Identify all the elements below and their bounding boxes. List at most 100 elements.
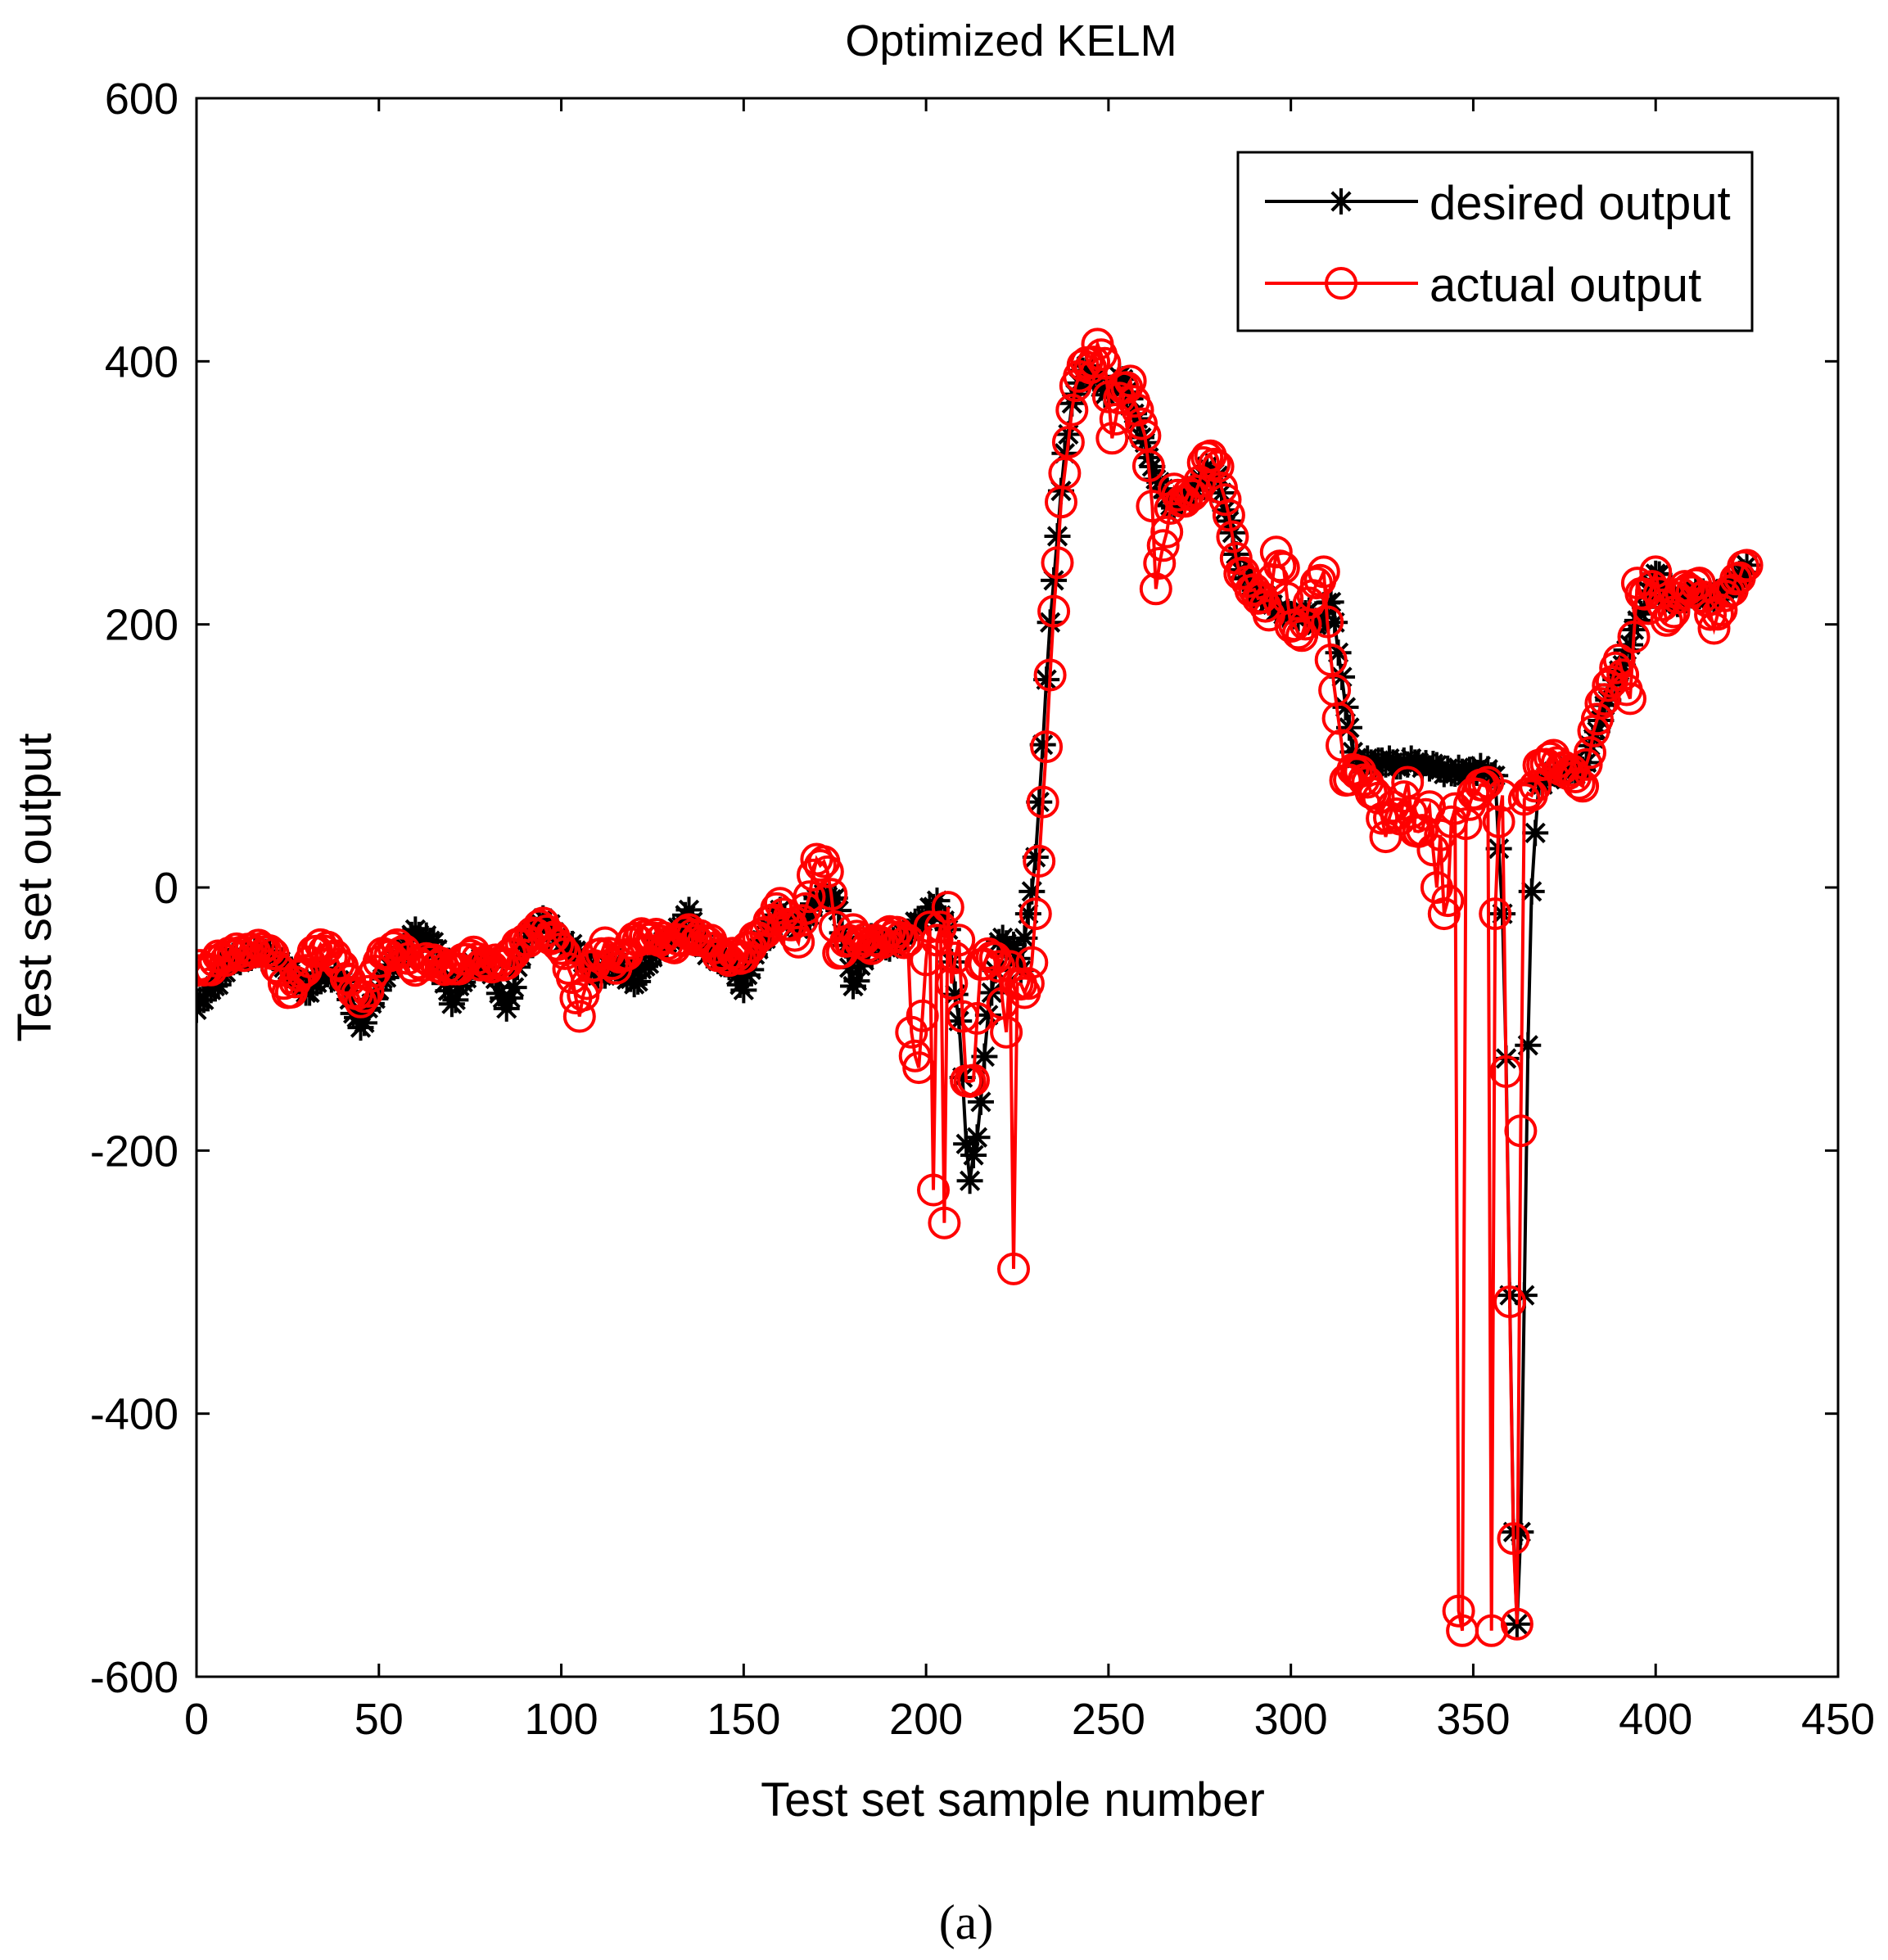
desired-output-point: [1617, 631, 1644, 658]
desired-output-point: [1000, 931, 1028, 958]
series-layer: [196, 327, 1764, 1647]
actual-output-point: [1639, 555, 1673, 589]
actual-output-point: [1026, 785, 1059, 819]
x-tick-label: 450: [1801, 1695, 1875, 1744]
desired-output-point: [205, 971, 232, 998]
actual-output-point: [570, 967, 603, 1000]
desired-output-point: [1583, 718, 1610, 745]
actual-output-point: [1574, 736, 1606, 770]
actual-output-point: [1307, 555, 1340, 589]
actual-output-point: [1146, 529, 1180, 562]
desired-output-point: [1066, 369, 1093, 396]
actual-output-point: [1406, 814, 1439, 847]
desired-output-point: [1011, 924, 1038, 951]
desired-output-point: [1325, 639, 1352, 666]
desired-output-point: [924, 887, 951, 915]
x-axis-label: Test set sample number: [761, 1773, 1265, 1827]
actual-output-point: [935, 967, 969, 1000]
desired-output-point: [1019, 878, 1046, 905]
actual-output-point: [793, 880, 826, 914]
legend-label-actual: actual output: [1430, 259, 1701, 312]
actual-output-point: [1500, 1607, 1533, 1641]
desired-output-point: [196, 987, 217, 1014]
desired-output-point: [1014, 901, 1041, 928]
legend-box: [1236, 151, 1754, 332]
actual-output-point: [1030, 730, 1064, 764]
desired-output-point: [1029, 731, 1056, 758]
actual-output-point: [917, 1173, 950, 1207]
actual-output-point: [1015, 946, 1049, 979]
actual-output-point: [1186, 446, 1220, 479]
desired-output-point: [350, 1009, 377, 1036]
actual-output-point: [1588, 683, 1621, 716]
actual-output-point: [1088, 346, 1122, 380]
desired-output-point: [497, 984, 524, 1011]
actual-output-point: [1606, 658, 1640, 692]
actual-output-point: [815, 878, 848, 911]
desired-output-point: [1139, 453, 1166, 480]
actual-output-point: [1139, 572, 1172, 606]
actual-output-point: [549, 937, 581, 970]
actual-output-point: [1037, 594, 1071, 628]
actual-output-point: [1682, 567, 1716, 600]
actual-output-point: [1259, 535, 1293, 569]
actual-output-point: [1697, 612, 1731, 645]
actual-output-point: [1198, 447, 1231, 481]
actual-output-point: [1011, 967, 1045, 1000]
actual-output-point: [1019, 897, 1052, 931]
actual-output-point: [1529, 747, 1563, 781]
actual-output-point: [1705, 594, 1738, 626]
actual-output-point: [982, 950, 1016, 983]
actual-output-point: [1394, 796, 1428, 829]
desired-output-point: [500, 974, 527, 1001]
desired-output-point: [1507, 1519, 1534, 1546]
legend: desired output actual output: [1236, 151, 1754, 332]
y-tick-label: 0: [154, 864, 178, 913]
actual-output-point: [957, 1064, 990, 1097]
actual-output-point: [920, 924, 954, 957]
actual-output-point: [1602, 644, 1636, 676]
actual-output-point: [1434, 805, 1468, 838]
actual-output-point: [1311, 605, 1344, 639]
actual-output-point: [1482, 805, 1515, 838]
desired-output-point: [964, 1124, 991, 1151]
desired-output-point: [1124, 405, 1151, 432]
actual-output-point: [1150, 515, 1184, 549]
actual-output-point: [1216, 520, 1249, 553]
x-tick-label: 350: [1436, 1695, 1510, 1744]
desired-output-point: [1317, 589, 1344, 616]
desired-output-point: [635, 951, 662, 978]
actual-output-point: [1321, 702, 1355, 735]
actual-output-point: [1077, 345, 1111, 379]
actual-output-point: [1023, 844, 1056, 878]
desired-output-point: [730, 977, 757, 1004]
desired-output-point: [953, 1131, 980, 1158]
actual-output-point: [1730, 549, 1764, 582]
actual-output-point: [213, 936, 246, 969]
actual-output-point: [782, 925, 815, 959]
actual-output-point: [1580, 702, 1614, 736]
actual-output-point: [1427, 897, 1461, 931]
actual-output-point: [946, 1000, 979, 1033]
y-tick-label: 400: [105, 337, 178, 386]
desired-output-point: [752, 925, 779, 952]
actual-output-point: [888, 926, 921, 960]
actual-output-point: [1413, 790, 1446, 824]
actual-output-point: [1208, 483, 1242, 517]
y-tick-label: -200: [90, 1127, 178, 1176]
actual-output-point: [993, 950, 1027, 983]
desired-output-point: [949, 1064, 976, 1091]
y-tick-label: -600: [90, 1653, 178, 1702]
desired-output-point: [942, 981, 969, 1008]
desired-output-point: [675, 896, 702, 924]
desired-output-point: [1022, 844, 1049, 871]
y-tick-label: -400: [90, 1390, 178, 1439]
actual-output-point: [1055, 393, 1089, 427]
y-axis-label: Test set output: [8, 733, 61, 1041]
actual-output-point: [1131, 449, 1165, 483]
actual-output-point: [256, 937, 290, 971]
x-tick-label: 150: [707, 1695, 780, 1744]
actual-output-point: [942, 924, 976, 957]
desired-output-point: [1522, 820, 1549, 847]
desired-output-point: [1113, 378, 1140, 405]
